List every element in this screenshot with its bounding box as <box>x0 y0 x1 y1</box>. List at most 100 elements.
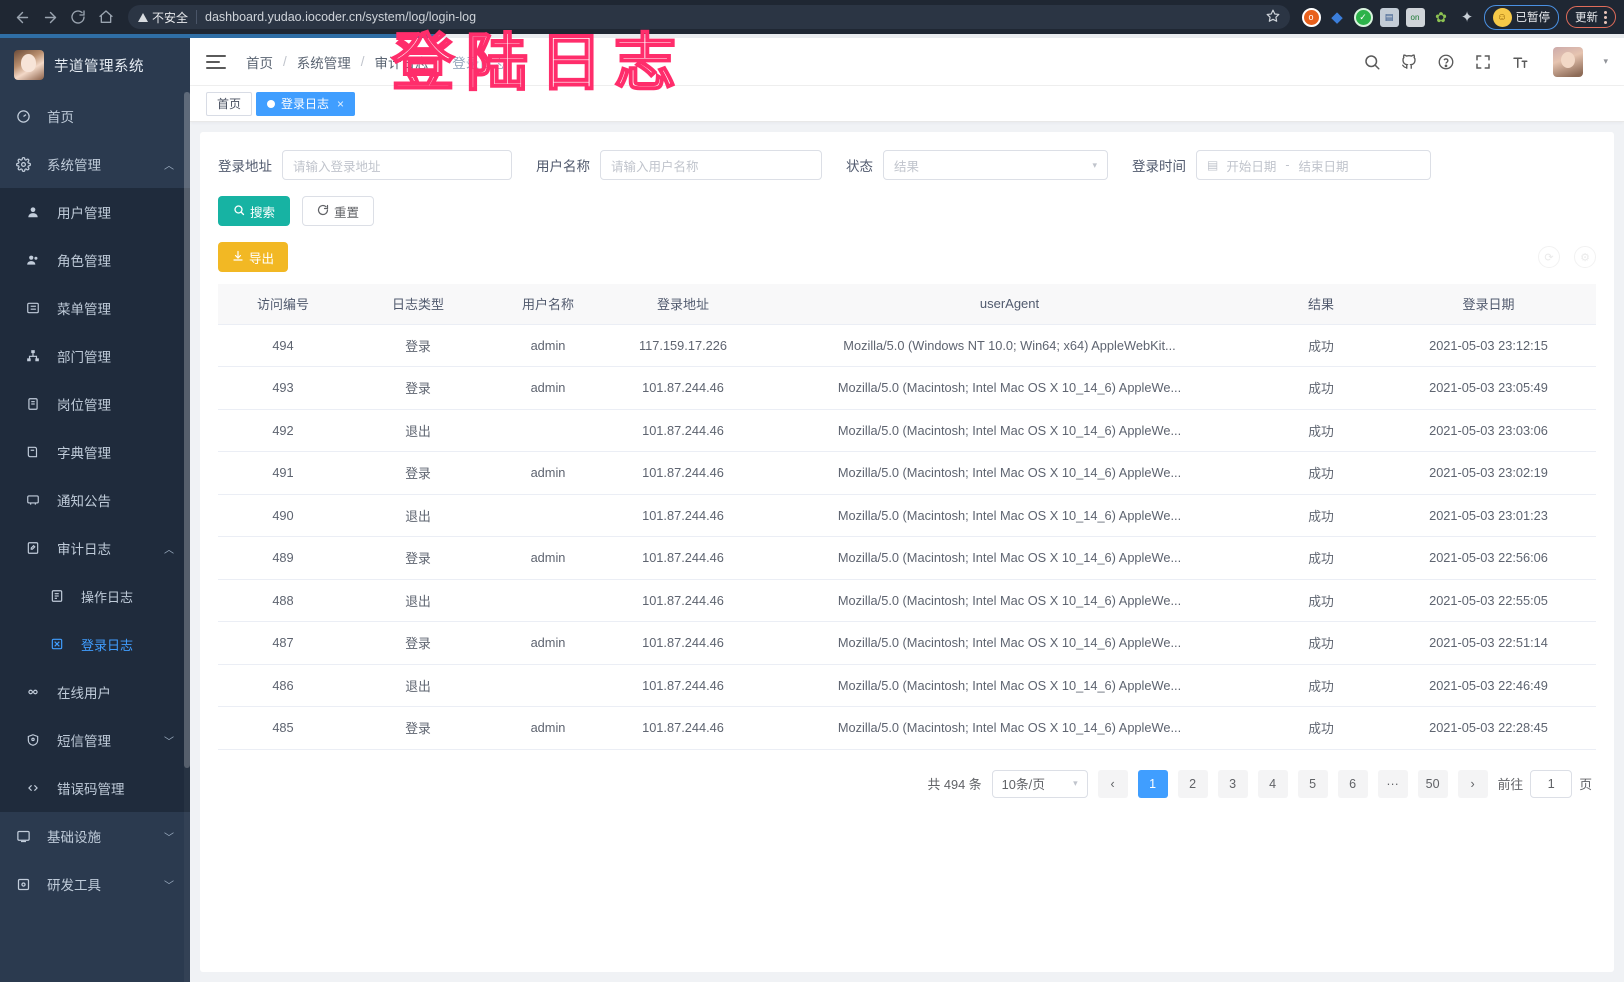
column-settings-icon[interactable]: ⚙ <box>1574 246 1596 268</box>
th-login-date[interactable]: 登录日期 <box>1381 284 1596 325</box>
sidebar-item-dev-tools[interactable]: 研发工具 ﹀ <box>0 860 190 908</box>
chevron-up-icon[interactable]: ︿ <box>164 544 174 556</box>
sidebar-item-notices[interactable]: 通知公告 <box>0 476 190 524</box>
extension-diamond-icon[interactable]: ◆ <box>1331 9 1343 26</box>
help-icon[interactable] <box>1436 52 1456 72</box>
jump-page-input[interactable]: 1 <box>1530 769 1573 798</box>
login-address-input[interactable]: 请输入登录地址 <box>282 150 512 180</box>
sidebar-item-audit-log[interactable]: 审计日志 ︿ <box>0 524 190 572</box>
tab-home[interactable]: 首页 <box>206 91 253 116</box>
forward-arrow-icon[interactable] <box>36 3 64 31</box>
font-size-icon[interactable] <box>1510 52 1530 72</box>
hamburger-icon[interactable] <box>206 54 228 69</box>
sidebar-item-dicts[interactable]: 字典管理 <box>0 428 190 476</box>
th-log-type[interactable]: 日志类型 <box>348 284 488 325</box>
search-button[interactable]: 搜索 <box>218 196 291 226</box>
avatar[interactable] <box>1553 46 1584 77</box>
sidebar-item-home[interactable]: 首页 <box>0 92 190 140</box>
td-access-id: 489 <box>218 536 348 580</box>
search-icon[interactable] <box>1362 52 1382 72</box>
tab-login-log[interactable]: 登录日志 × <box>256 91 356 116</box>
table-row[interactable]: 491 登录 admin 101.87.244.46 Mozilla/5.0 (Maci… <box>218 451 1596 495</box>
username-input[interactable]: 请输入用户名称 <box>600 150 822 180</box>
th-access-id[interactable]: 访问编号 <box>218 284 348 325</box>
table-row[interactable]: 485 登录 admin 101.87.244.46 Mozilla/5.0 (Maci… <box>218 706 1596 750</box>
th-username[interactable]: 用户名称 <box>488 284 608 325</box>
sidebar-item-sms[interactable]: 短信管理 ﹀ <box>0 716 190 764</box>
page-button-2[interactable]: 2 <box>1177 769 1208 798</box>
export-button[interactable]: 导出 <box>218 242 289 272</box>
page-size-select[interactable]: 10条/页 ▾ <box>991 769 1088 798</box>
login-time-daterange[interactable]: ▤ 开始日期 - 结束日期 <box>1196 150 1431 180</box>
sidebar-item-infra[interactable]: 基础设施 ﹀ <box>0 812 190 860</box>
table-row[interactable]: 493 登录 admin 101.87.244.46 Mozilla/5.0 (Maci… <box>218 366 1596 410</box>
page-ellipsis[interactable]: ··· <box>1377 769 1408 798</box>
sidebar-item-online-users[interactable]: 在线用户 <box>0 668 190 716</box>
sidebar-scrollbar[interactable] <box>184 92 190 982</box>
address-bar[interactable]: 不安全 dashboard.yudao.iocoder.cn/system/lo… <box>128 5 1290 29</box>
brand[interactable]: 芋道管理系统 <box>0 38 190 92</box>
update-pill[interactable]: 更新 <box>1566 6 1616 28</box>
table-row[interactable]: 490 退出 101.87.244.46 Mozilla/5.0 (Macintosh… <box>218 494 1596 537</box>
table-row[interactable]: 492 退出 101.87.244.46 Mozilla/5.0 (Macintosh… <box>218 409 1596 452</box>
prev-page-button[interactable]: ‹ <box>1097 769 1128 798</box>
extension-blue-doc-icon[interactable]: ▤ <box>1379 7 1399 27</box>
sidebar-item-login-log[interactable]: 登录日志 <box>0 620 190 668</box>
github-icon[interactable] <box>1399 52 1419 72</box>
page-button-3[interactable]: 3 <box>1217 769 1248 798</box>
table-row[interactable]: 487 登录 admin 101.87.244.46 Mozilla/5.0 (Maci… <box>218 621 1596 665</box>
chevron-down-icon[interactable]: ﹀ <box>164 832 174 844</box>
fullscreen-icon[interactable] <box>1473 52 1493 72</box>
sidebar-item-operation-log[interactable]: 操作日志 <box>0 572 190 620</box>
th-result[interactable]: 结果 <box>1261 284 1381 325</box>
tools-icon <box>16 877 38 892</box>
reload-icon[interactable] <box>64 3 92 31</box>
table-row[interactable]: 489 登录 admin 101.87.244.46 Mozilla/5.0 (Maci… <box>218 536 1596 580</box>
back-arrow-icon[interactable] <box>8 3 36 31</box>
refresh-table-icon[interactable]: ⟳ <box>1538 246 1560 268</box>
sidebar-item-roles[interactable]: 角色管理 <box>0 236 190 284</box>
extension-leaf-icon[interactable]: ✿ <box>1435 8 1447 25</box>
table-row[interactable]: 486 退出 101.87.244.46 Mozilla/5.0 (Macintosh… <box>218 664 1596 707</box>
page-button-50[interactable]: 50 <box>1417 769 1448 798</box>
extension-green-check-icon[interactable]: ✓ <box>1353 7 1373 27</box>
breadcrumb-item-home[interactable]: 首页 <box>246 55 273 71</box>
page-button-5[interactable]: 5 <box>1297 769 1328 798</box>
bookmark-star-icon[interactable] <box>1258 9 1280 26</box>
th-login-address[interactable]: 登录地址 <box>608 284 758 325</box>
sidebar-item-error-code[interactable]: 错误码管理 <box>0 764 190 812</box>
page-button-4[interactable]: 4 <box>1257 769 1288 798</box>
status-select[interactable]: 结果 ▾ <box>883 150 1108 180</box>
chevron-down-icon[interactable]: ▾ <box>1603 56 1608 66</box>
shield-icon <box>26 733 48 747</box>
chevron-down-icon[interactable]: ﹀ <box>164 880 174 892</box>
next-page-button[interactable]: › <box>1457 769 1488 798</box>
breadcrumb-item-audit[interactable]: 审计日志 <box>374 55 429 71</box>
sidebar-item-depts[interactable]: 部门管理 <box>0 332 190 380</box>
td-result: 成功 <box>1261 324 1381 367</box>
jump-suffix-label: 页 <box>1579 777 1592 792</box>
table-row[interactable]: 488 退出 101.87.244.46 Mozilla/5.0 (Macintosh… <box>218 579 1596 622</box>
table-row[interactable]: 494 登录 admin 117.159.17.226 Mozilla/5.0 (Win… <box>218 324 1596 367</box>
chevron-up-icon[interactable]: ︿ <box>164 160 174 172</box>
reset-button[interactable]: 重置 <box>302 196 375 226</box>
kebab-menu-icon[interactable] <box>1604 10 1607 24</box>
breadcrumb-separator: / <box>438 54 443 69</box>
sidebar-item-users[interactable]: 用户管理 <box>0 188 190 236</box>
sidebar-scroll-thumb[interactable] <box>184 92 190 769</box>
page-button-6[interactable]: 6 <box>1337 769 1368 798</box>
th-user-agent[interactable]: userAgent <box>758 284 1261 325</box>
sidebar-item-system[interactable]: 系统管理 ︿ <box>0 140 190 188</box>
td-username: admin <box>488 536 608 580</box>
sidebar-item-posts[interactable]: 岗位管理 <box>0 380 190 428</box>
chevron-down-icon[interactable]: ﹀ <box>164 736 174 748</box>
extension-on-badge-icon[interactable]: on <box>1405 7 1425 27</box>
extension-orange-icon[interactable]: o <box>1301 7 1321 27</box>
close-icon[interactable]: × <box>337 96 345 111</box>
sidebar-item-menus[interactable]: 菜单管理 <box>0 284 190 332</box>
extension-puzzle-icon[interactable]: ✦ <box>1460 9 1474 26</box>
breadcrumb-item-system[interactable]: 系统管理 <box>296 55 351 71</box>
page-button-1[interactable]: 1 <box>1137 769 1168 798</box>
home-icon[interactable] <box>92 3 120 31</box>
paused-pill[interactable]: ☺ 已暂停 <box>1483 4 1559 30</box>
